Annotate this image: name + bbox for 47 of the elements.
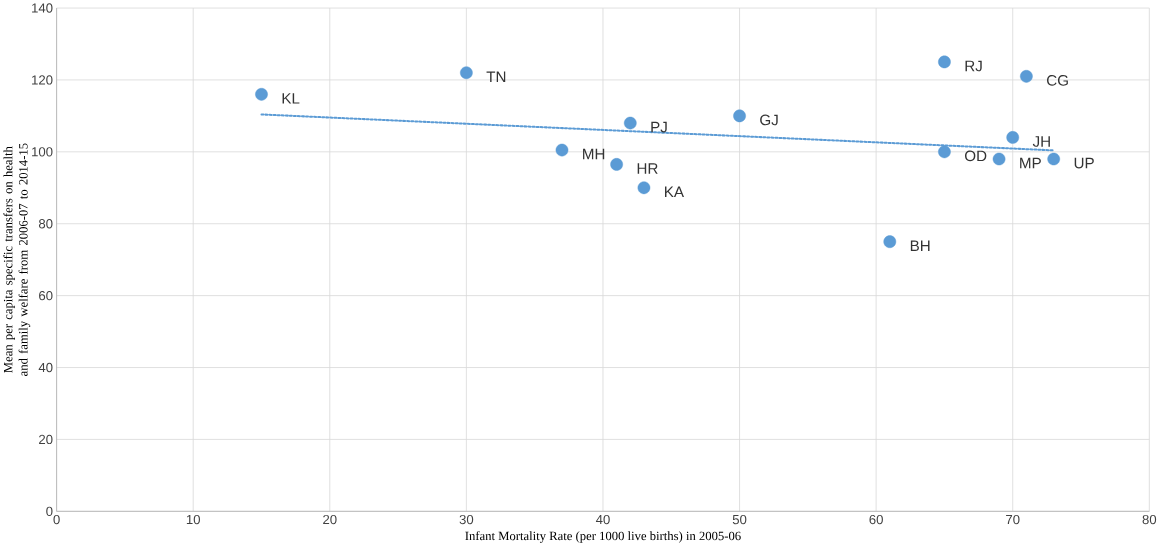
x-tick-label: 30 <box>459 514 474 525</box>
y-tick-label: 80 <box>38 218 53 229</box>
x-tick-label: 10 <box>186 514 201 525</box>
point <box>938 55 951 69</box>
annotation: MP <box>1020 157 1041 169</box>
y-axis-title: Mean per capita specific transfers on health and family welfare from 2006-07 to 2014-15 <box>3 143 31 376</box>
x-axis-title: Infant Mortality Rate (per 1000 live births) in 2005-06 <box>465 531 741 543</box>
annotation: KA <box>665 186 685 197</box>
point <box>733 109 746 123</box>
annotation: RJ <box>965 60 982 72</box>
annotation: HR <box>637 163 658 174</box>
point <box>992 152 1006 166</box>
annotation: PJ <box>651 121 667 133</box>
y-tick-label: 120 <box>32 75 53 85</box>
y-tick-label: 140 <box>32 3 53 13</box>
point <box>623 116 637 130</box>
x-tick-label: 60 <box>869 514 883 525</box>
y-tick-label: 40 <box>38 362 53 373</box>
x-tick-label: 20 <box>323 514 337 525</box>
y-tick-label: 100 <box>32 147 53 157</box>
y-tick-label: 20 <box>39 434 53 444</box>
x-tick-label: 80 <box>1142 514 1157 525</box>
x-tick-label: 50 <box>732 514 747 525</box>
annotation: CG <box>1047 74 1068 86</box>
point <box>1020 69 1033 83</box>
point <box>460 66 473 79</box>
x-tick-label: 70 <box>1006 514 1020 525</box>
annotation: MH <box>583 148 605 160</box>
y-tick-label: 0 <box>46 506 53 516</box>
point <box>938 145 951 159</box>
x-tick-label: 0 <box>53 514 60 525</box>
point <box>610 158 623 171</box>
point <box>1047 152 1061 166</box>
point <box>555 143 569 157</box>
point <box>255 87 268 101</box>
x-tick-label: 40 <box>595 514 610 525</box>
annotation: OD <box>964 150 987 162</box>
point <box>883 235 897 248</box>
annotation: KL <box>282 93 300 104</box>
annotation: TN <box>486 71 506 82</box>
point <box>637 181 651 194</box>
y-tick-label: 60 <box>39 290 53 301</box>
annotation: GJ <box>760 114 778 126</box>
annotation: UP <box>1074 157 1094 169</box>
annotation: BH <box>910 240 930 251</box>
point <box>1006 131 1020 144</box>
annotation: JH <box>1032 136 1050 147</box>
